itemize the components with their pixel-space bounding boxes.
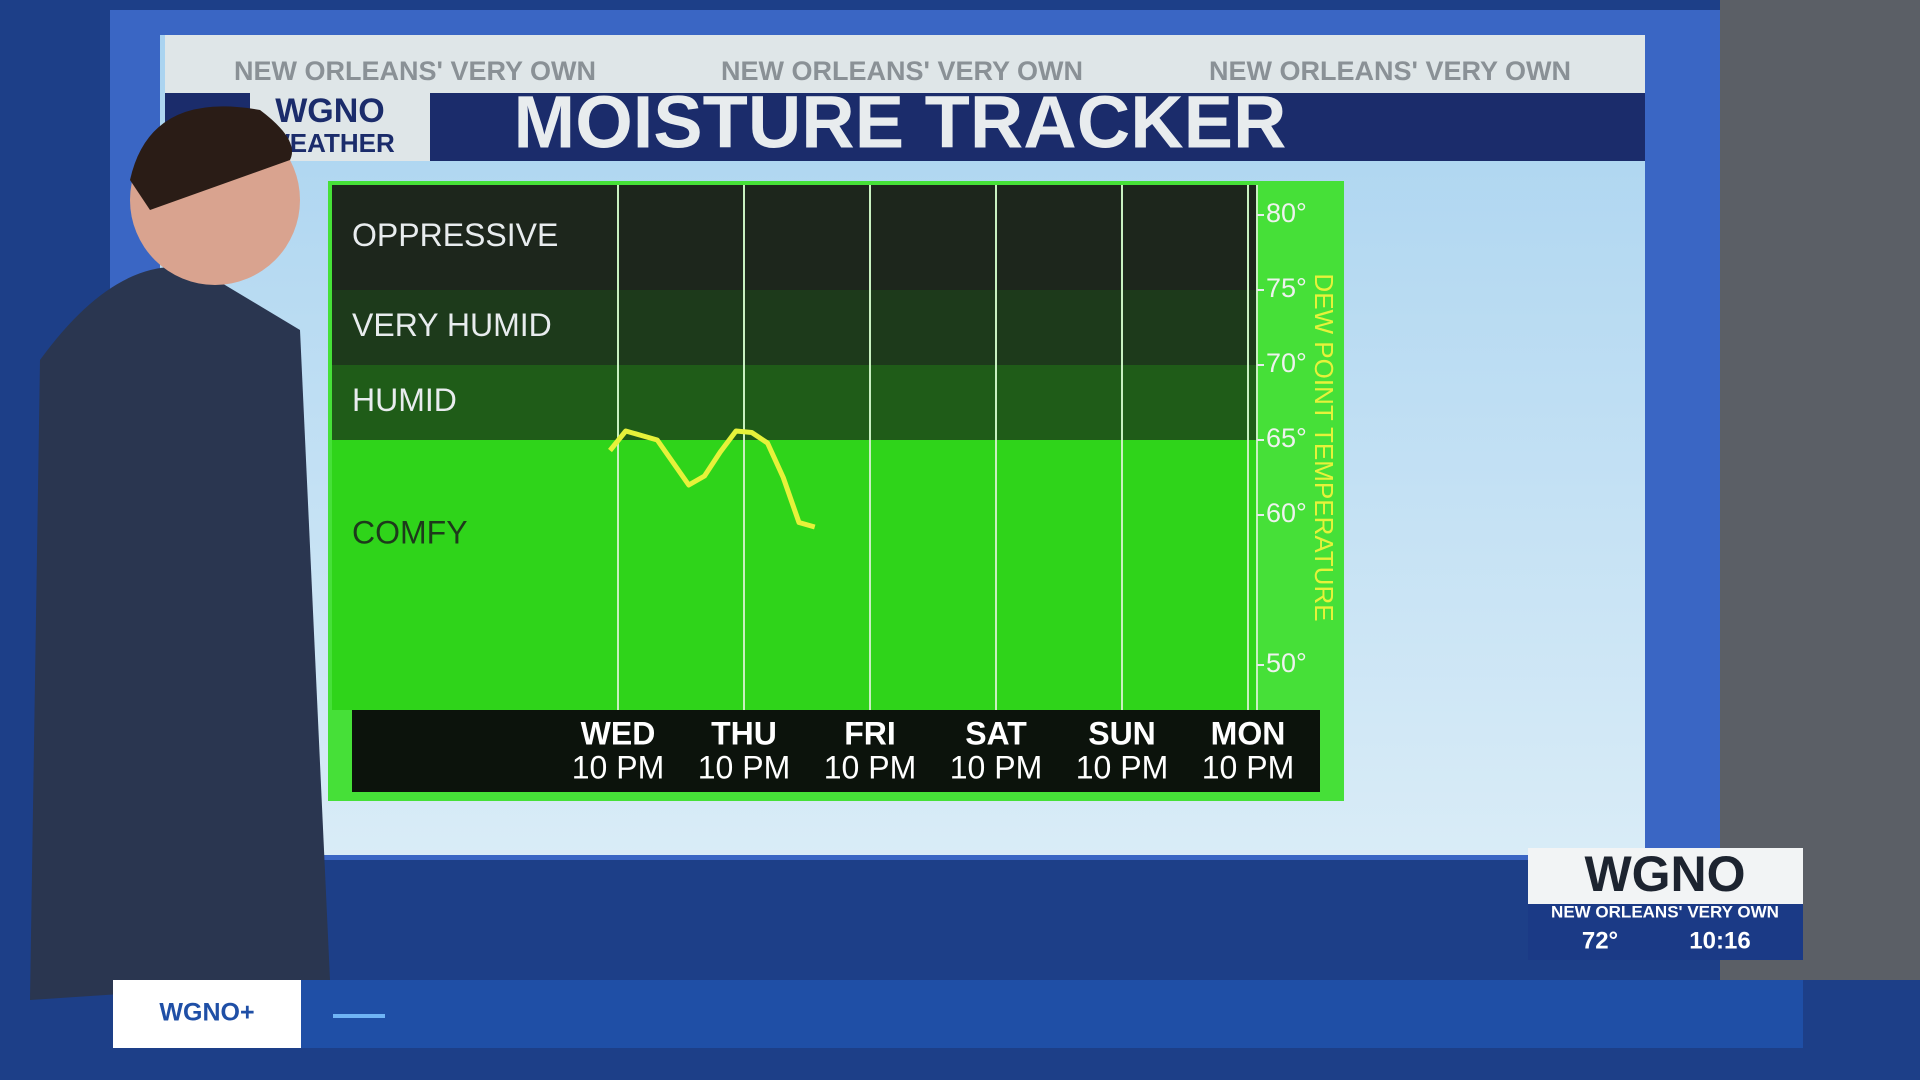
- bug-temp: 72°: [1582, 927, 1618, 954]
- ticker-dash: [333, 1014, 385, 1018]
- y-tick-label: 65°: [1266, 423, 1307, 453]
- x-tick-day: FRI: [844, 715, 896, 751]
- chart-title: MOISTURE TRACKER: [514, 81, 1287, 164]
- bug-slogan: NEW ORLEANS' VERY OWN: [1551, 902, 1779, 921]
- slogan: NEW ORLEANS' VERY OWN: [1209, 56, 1571, 86]
- bug-logo: WGNO: [1584, 846, 1745, 902]
- y-axis-label: DEW POINT TEMPERATURE: [1309, 273, 1339, 621]
- x-tick-day: MON: [1211, 715, 1286, 751]
- x-tick-time: 10 PM: [698, 749, 790, 785]
- bug-logo-box: [1528, 848, 1803, 904]
- x-tick-day: SAT: [965, 715, 1027, 751]
- ticker-label-box: [113, 980, 301, 1048]
- x-tick-time: 10 PM: [824, 749, 916, 785]
- zone-label: OPPRESSIVE: [352, 217, 558, 253]
- x-tick-day: THU: [711, 715, 777, 751]
- axis-strip: [1257, 185, 1340, 710]
- y-tick-label: 50°: [1266, 648, 1307, 678]
- zone-label: HUMID: [352, 382, 457, 418]
- zone: [332, 290, 1257, 365]
- x-strip: [352, 710, 1320, 792]
- y-tick-label: 70°: [1266, 348, 1307, 378]
- x-tick-day: SUN: [1088, 715, 1156, 751]
- ticker-bar: [113, 980, 1803, 1048]
- wood-wall: [1720, 0, 1920, 980]
- y-tick-label: 60°: [1266, 498, 1307, 528]
- y-tick-label: 80°: [1266, 198, 1307, 228]
- zone-label: VERY HUMID: [352, 307, 552, 343]
- ticker-label: WGNO+: [159, 999, 254, 1027]
- zone: [332, 185, 1257, 290]
- slogan: NEW ORLEANS' VERY OWN: [234, 56, 596, 86]
- x-tick-time: 10 PM: [950, 749, 1042, 785]
- zone-label: COMFY: [352, 514, 468, 550]
- zone: [332, 365, 1257, 440]
- presenter-hair: [130, 106, 292, 210]
- x-tick-day: WED: [581, 715, 656, 751]
- slogan: NEW ORLEANS' VERY OWN: [721, 56, 1083, 86]
- x-tick-time: 10 PM: [1076, 749, 1168, 785]
- presenter: [30, 266, 330, 1000]
- bug-time: 10:16: [1689, 927, 1750, 954]
- x-tick-time: 10 PM: [1202, 749, 1294, 785]
- slogan-strip: [165, 35, 1645, 93]
- zone: [332, 440, 1257, 710]
- line: [608, 428, 816, 530]
- logo: WGNO: [275, 92, 385, 130]
- x-tick-time: 10 PM: [572, 749, 664, 785]
- y-tick-label: 75°: [1266, 273, 1307, 303]
